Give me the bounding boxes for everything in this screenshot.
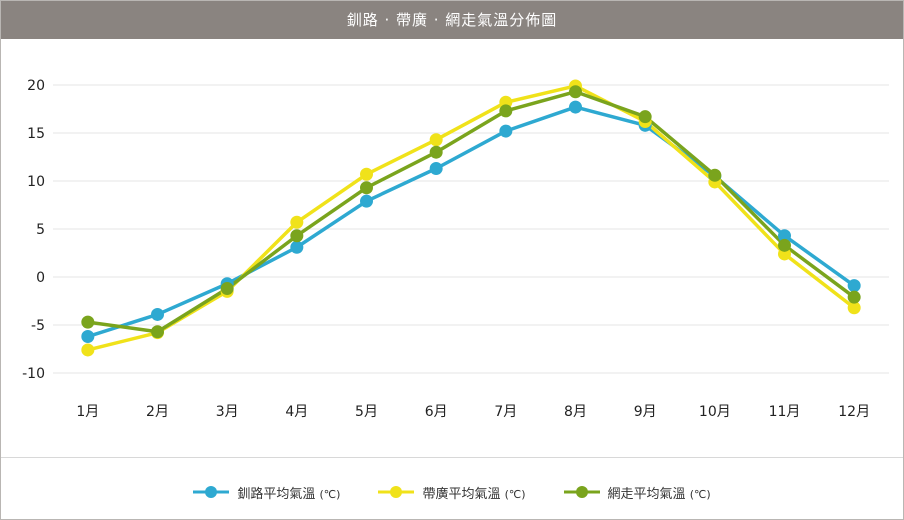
legend-label-obihiro: 帶廣平均氣溫 (℃) [422, 486, 526, 502]
legend-item-kushiro[interactable]: 釧路平均氣溫 (℃) [193, 483, 340, 502]
y-tick-label: -5 [31, 318, 45, 334]
data-point-1 [81, 343, 95, 357]
data-point-0 [360, 194, 373, 208]
data-point-2 [499, 104, 513, 118]
data-point-2 [638, 110, 652, 124]
data-point-0 [569, 100, 582, 114]
legend-label-abashiri: 網走平均氣溫 (℃) [607, 486, 711, 502]
x-tick-label: 11月 [769, 404, 801, 420]
legend-label-kushiro: 釧路平均氣溫 (℃) [237, 486, 341, 502]
data-point-1 [360, 167, 373, 181]
y-tick-label: 5 [36, 222, 45, 238]
data-point-2 [708, 168, 722, 182]
legend-item-abashiri[interactable]: 網走平均氣溫 (℃) [563, 483, 711, 502]
x-tick-label: 8月 [564, 404, 587, 420]
legend-swatch-abashiri [563, 486, 600, 498]
y-tick-label: 20 [27, 78, 45, 94]
legend-swatch-obihiro [378, 486, 415, 498]
data-point-0 [499, 124, 513, 138]
legend-marker [205, 486, 218, 498]
x-tick-label: 2月 [146, 404, 169, 420]
legend-swatch-kushiro [193, 486, 230, 498]
data-point-2 [847, 290, 861, 304]
x-tick-label: 7月 [494, 404, 517, 420]
data-point-2 [151, 325, 164, 339]
legend: 釧路平均氣溫 (℃) 帶廣平均氣溫 (℃) 網走平均氣溫 (℃) [1, 477, 903, 507]
y-tick-label: 0 [36, 270, 45, 286]
chart-title: 釧路 · 帶廣 · 網走氣溫分佈圖 [1, 1, 903, 39]
data-point-0 [81, 330, 95, 344]
data-point-2 [569, 85, 582, 99]
legend-item-obihiro[interactable]: 帶廣平均氣溫 (℃) [378, 483, 526, 502]
x-tick-label: 3月 [216, 404, 239, 420]
y-tick-label: -10 [22, 366, 45, 382]
y-tick-label: 10 [27, 174, 45, 190]
data-point-1 [429, 133, 443, 147]
x-tick-label: 1月 [76, 404, 99, 420]
x-tick-label: 10月 [699, 404, 731, 420]
x-tick-label: 5月 [355, 404, 378, 420]
legend-marker [390, 486, 403, 498]
data-point-2 [81, 315, 95, 329]
y-tick-label: 15 [27, 126, 45, 142]
x-tick-label: 6月 [425, 404, 448, 420]
data-point-1 [290, 215, 304, 229]
legend-divider [1, 457, 903, 458]
data-point-2 [290, 229, 304, 243]
data-point-2 [778, 238, 791, 252]
data-point-0 [151, 307, 164, 321]
data-point-2 [360, 181, 373, 195]
x-tick-label: 9月 [634, 404, 657, 420]
data-point-0 [429, 162, 443, 176]
line-chart: 20 15 10 5 0 -5 -10 1月 2月 3月 4月 5月 6月 7月 8月 9月 10月 11月 12月 [22, 78, 889, 420]
legend-marker [575, 486, 588, 498]
series-line-1 [87, 84, 856, 352]
x-tick-label: 4月 [285, 404, 308, 420]
series-line-2 [87, 89, 856, 334]
data-point-2 [220, 282, 234, 296]
data-point-0 [290, 240, 304, 254]
x-tick-label: 12月 [838, 404, 870, 420]
data-point-0 [847, 279, 861, 293]
data-point-2 [429, 145, 443, 159]
